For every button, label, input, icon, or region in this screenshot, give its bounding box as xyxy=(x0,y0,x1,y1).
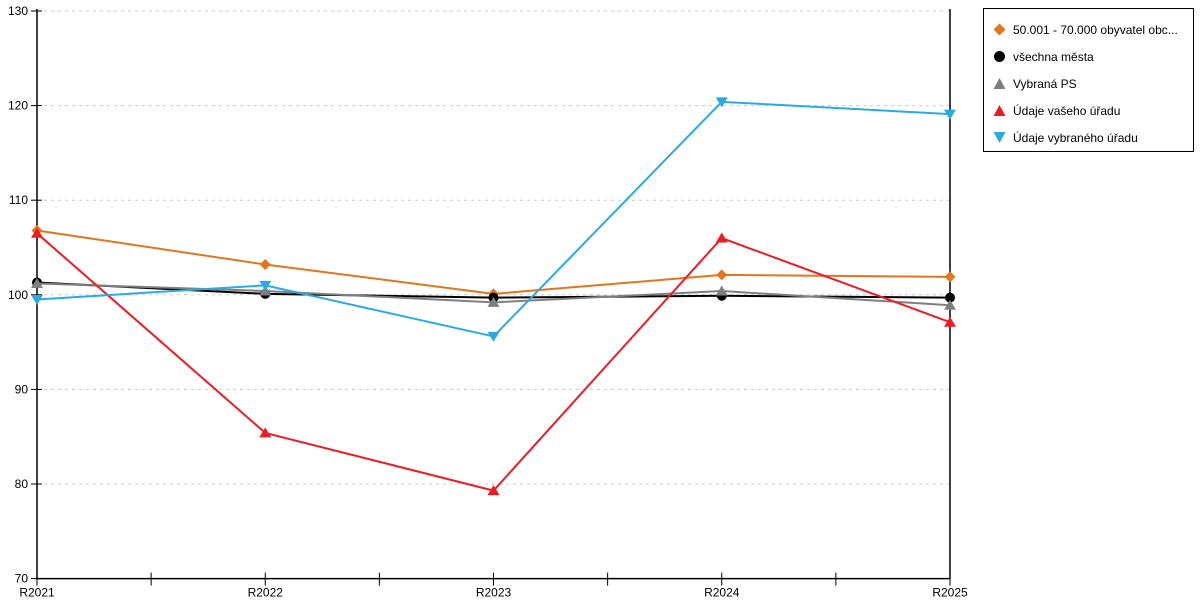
data-point xyxy=(31,227,43,238)
data-point xyxy=(31,295,43,306)
data-point xyxy=(715,285,728,296)
triangle-down-marker-icon xyxy=(993,132,1006,143)
legend: 50.001 - 70.000 obyvatel obc... všechna m… xyxy=(983,8,1194,152)
legend-item-3: Údaje vašeho úřadu xyxy=(984,97,1193,124)
data-point xyxy=(715,97,728,108)
data-point xyxy=(487,331,500,342)
data-point xyxy=(715,232,728,243)
y-axis-label: 120 xyxy=(8,99,28,113)
data-point xyxy=(944,316,956,327)
x-axis-label: R2025 xyxy=(932,586,968,600)
legend-label: Vybraná PS xyxy=(1013,76,1077,91)
legend-item-2: Vybraná PS xyxy=(984,70,1193,97)
data-point xyxy=(487,485,500,496)
data-point xyxy=(259,280,272,291)
data-point xyxy=(487,296,500,307)
legend-label: všechna města xyxy=(1013,49,1094,64)
data-point xyxy=(259,427,272,438)
diamond-marker-icon xyxy=(993,23,1006,36)
y-axis-label: 110 xyxy=(9,193,28,207)
data-point xyxy=(945,292,955,303)
series-line-3 xyxy=(36,232,951,492)
data-point xyxy=(944,271,956,283)
y-axis-label: 80 xyxy=(15,477,29,491)
x-axis-label: R2021 xyxy=(19,586,55,600)
data-point xyxy=(944,109,956,120)
legend-label: Údaje vybraného úřadu xyxy=(1013,130,1138,145)
series-line-0 xyxy=(36,229,951,295)
legend-item-4: Údaje vybraného úřadu xyxy=(984,124,1193,151)
legend-label: Údaje vašeho úřadu xyxy=(1013,103,1121,118)
data-point xyxy=(944,299,956,310)
y-axis-label: 130 xyxy=(8,4,28,18)
legend-item-1: všechna města xyxy=(984,43,1193,70)
data-point xyxy=(716,269,728,281)
y-axis-label: 100 xyxy=(8,288,28,302)
circle-marker-icon xyxy=(994,51,1005,62)
y-axis-label: 70 xyxy=(15,572,29,586)
y-axis-label: 90 xyxy=(15,382,29,396)
x-axis-label: R2023 xyxy=(476,586,512,600)
legend-item-0: 50.001 - 70.000 obyvatel obc... xyxy=(984,16,1193,43)
data-point xyxy=(31,277,43,288)
x-axis-label: R2024 xyxy=(704,586,740,600)
data-point xyxy=(259,259,271,271)
triangle-up-marker-icon xyxy=(993,105,1006,116)
x-axis-label: R2022 xyxy=(248,586,284,600)
triangle-up-marker-icon xyxy=(993,78,1006,89)
legend-label: 50.001 - 70.000 obyvatel obc... xyxy=(1013,22,1178,37)
